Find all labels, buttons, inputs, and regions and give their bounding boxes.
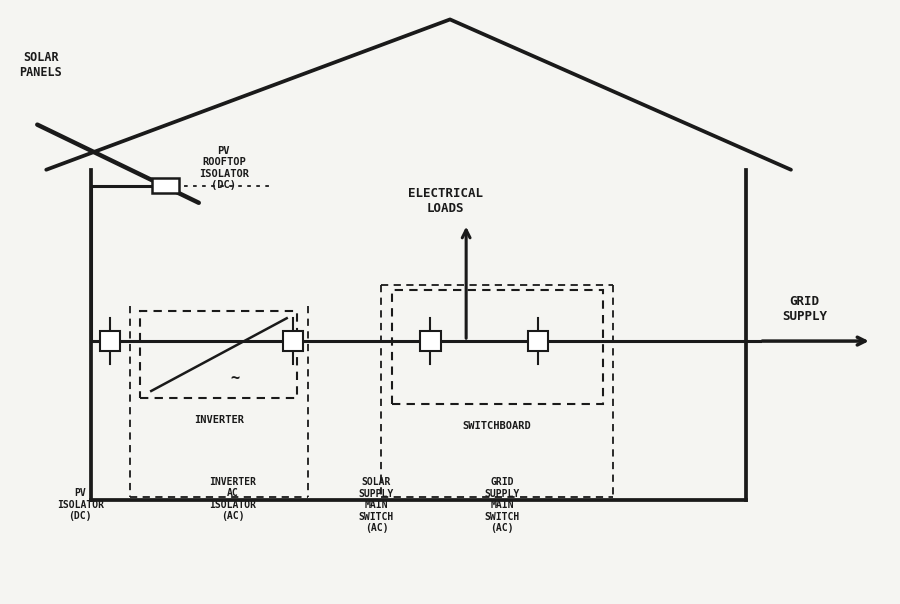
Text: INVERTER
AC
ISOLATOR
(AC): INVERTER AC ISOLATOR (AC) bbox=[210, 477, 256, 521]
Text: SOLAR
SUPPLY
MAIN
SWITCH
(AC): SOLAR SUPPLY MAIN SWITCH (AC) bbox=[359, 477, 394, 533]
Text: GRID
SUPPLY: GRID SUPPLY bbox=[782, 295, 827, 323]
Text: INVERTER: INVERTER bbox=[194, 415, 244, 425]
Bar bbox=[392, 290, 602, 404]
Bar bbox=[527, 332, 548, 351]
Text: SOLAR
PANELS: SOLAR PANELS bbox=[19, 51, 62, 79]
Text: SWITCHBOARD: SWITCHBOARD bbox=[463, 421, 532, 431]
Text: GRID
SUPPLY
MAIN
SWITCH
(AC): GRID SUPPLY MAIN SWITCH (AC) bbox=[484, 477, 519, 533]
Text: PV
ISOLATOR
(DC): PV ISOLATOR (DC) bbox=[57, 488, 104, 521]
Bar bbox=[283, 332, 303, 351]
Text: ~: ~ bbox=[230, 371, 239, 386]
Bar bbox=[152, 178, 179, 193]
Bar bbox=[100, 332, 121, 351]
Bar bbox=[420, 332, 441, 351]
Bar bbox=[140, 311, 298, 398]
Text: PV
ROOFTOP
ISOLATOR
(DC): PV ROOFTOP ISOLATOR (DC) bbox=[199, 146, 248, 190]
Text: ELECTRICAL
LOADS: ELECTRICAL LOADS bbox=[408, 187, 483, 215]
